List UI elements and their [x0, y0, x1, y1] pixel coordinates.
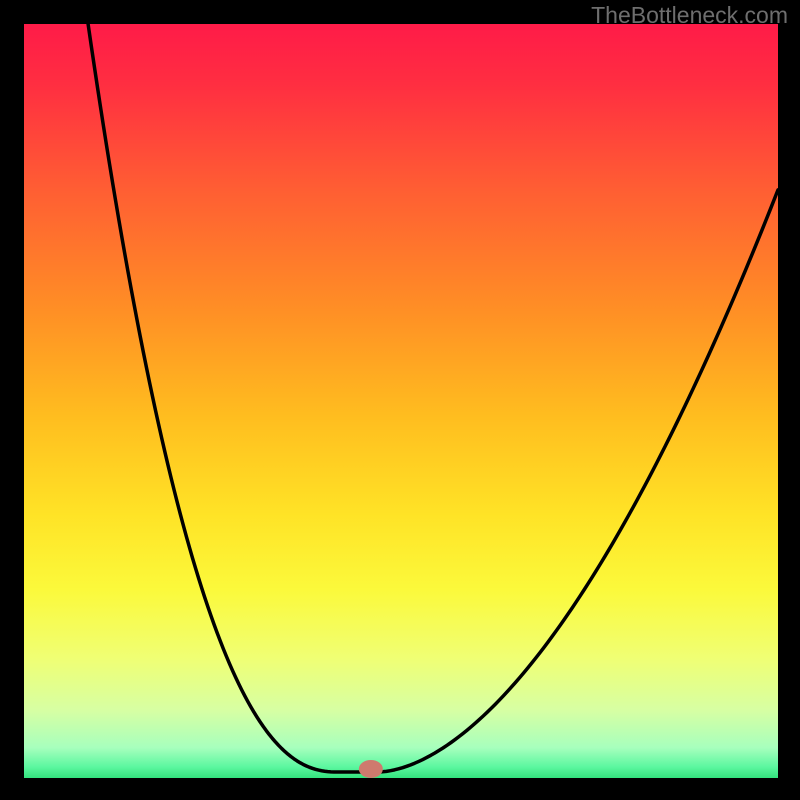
- watermark-label: TheBottleneck.com: [591, 2, 788, 29]
- plot-background: [24, 24, 778, 778]
- chart-svg: [0, 0, 800, 800]
- minimum-marker: [359, 760, 383, 778]
- figure-container: TheBottleneck.com: [0, 0, 800, 800]
